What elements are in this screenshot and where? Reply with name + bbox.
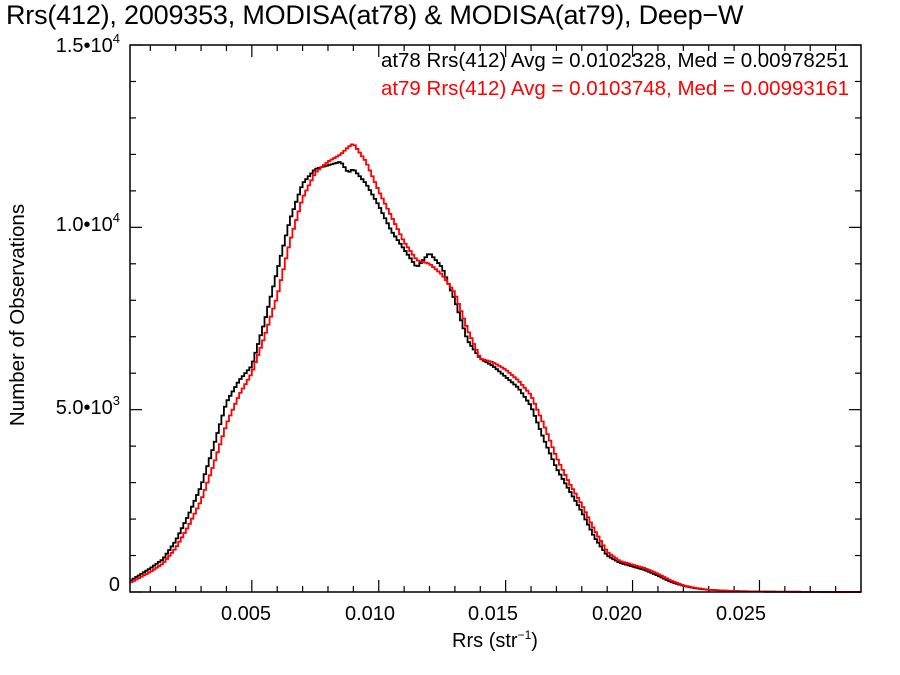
x-tick-label: 0.015	[467, 603, 519, 625]
plot-frame	[129, 44, 862, 593]
y-axis-label: Number of Observations	[6, 203, 29, 427]
x-axis-label: Rrs (str−1)	[452, 628, 538, 652]
x-tick-label: 0.010	[344, 603, 396, 625]
stat-at79: at79 Rrs(412) Avg = 0.0103748, Med = 0.0…	[380, 77, 849, 100]
chart-title: Rrs(412), 2009353, MODISA(at78) & MODISA…	[6, 0, 744, 30]
x-tick-label: 0.025	[715, 603, 767, 625]
stat-at78: at78 Rrs(412) Avg = 0.0102328, Med = 0.0…	[380, 49, 849, 72]
y-tick-label: 0	[108, 574, 120, 596]
series-at79	[130, 143, 861, 593]
axis-ticks	[130, 44, 861, 593]
series-group	[130, 143, 861, 593]
y-tick-label: 5.0•103	[55, 393, 120, 419]
x-tick-label: 0.020	[591, 603, 643, 625]
y-tick-label: 1.5•104	[55, 31, 120, 57]
series-at78	[130, 161, 861, 593]
y-tick-label: 1.0•104	[55, 210, 120, 236]
x-tick-label: 0.005	[220, 603, 272, 625]
